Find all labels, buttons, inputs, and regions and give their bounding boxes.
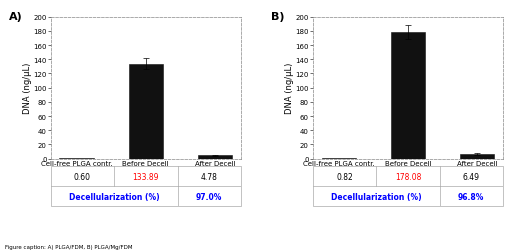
Bar — [391, 33, 425, 159]
Text: 0.60: 0.60 — [74, 172, 91, 181]
Text: A): A) — [9, 12, 23, 22]
Text: 4.78: 4.78 — [201, 172, 217, 181]
Y-axis label: DNA (ng/μL): DNA (ng/μL) — [285, 63, 294, 114]
Bar — [460, 154, 494, 159]
Text: 97.0%: 97.0% — [196, 192, 223, 201]
Y-axis label: DNA (ng/μL): DNA (ng/μL) — [23, 63, 31, 114]
Text: Figure caption: A) PLGA/FDM, B) PLGA/Mg/FDM: Figure caption: A) PLGA/FDM, B) PLGA/Mg/… — [5, 244, 133, 249]
Text: Decellularization (%): Decellularization (%) — [69, 192, 160, 201]
Bar — [198, 155, 232, 159]
Text: 133.89: 133.89 — [133, 172, 159, 181]
Bar — [129, 64, 163, 159]
Text: B): B) — [271, 12, 284, 22]
Text: 96.8%: 96.8% — [458, 192, 485, 201]
Text: 6.49: 6.49 — [463, 172, 480, 181]
Text: 178.08: 178.08 — [395, 172, 421, 181]
Text: 0.82: 0.82 — [336, 172, 353, 181]
Text: Decellularization (%): Decellularization (%) — [331, 192, 422, 201]
